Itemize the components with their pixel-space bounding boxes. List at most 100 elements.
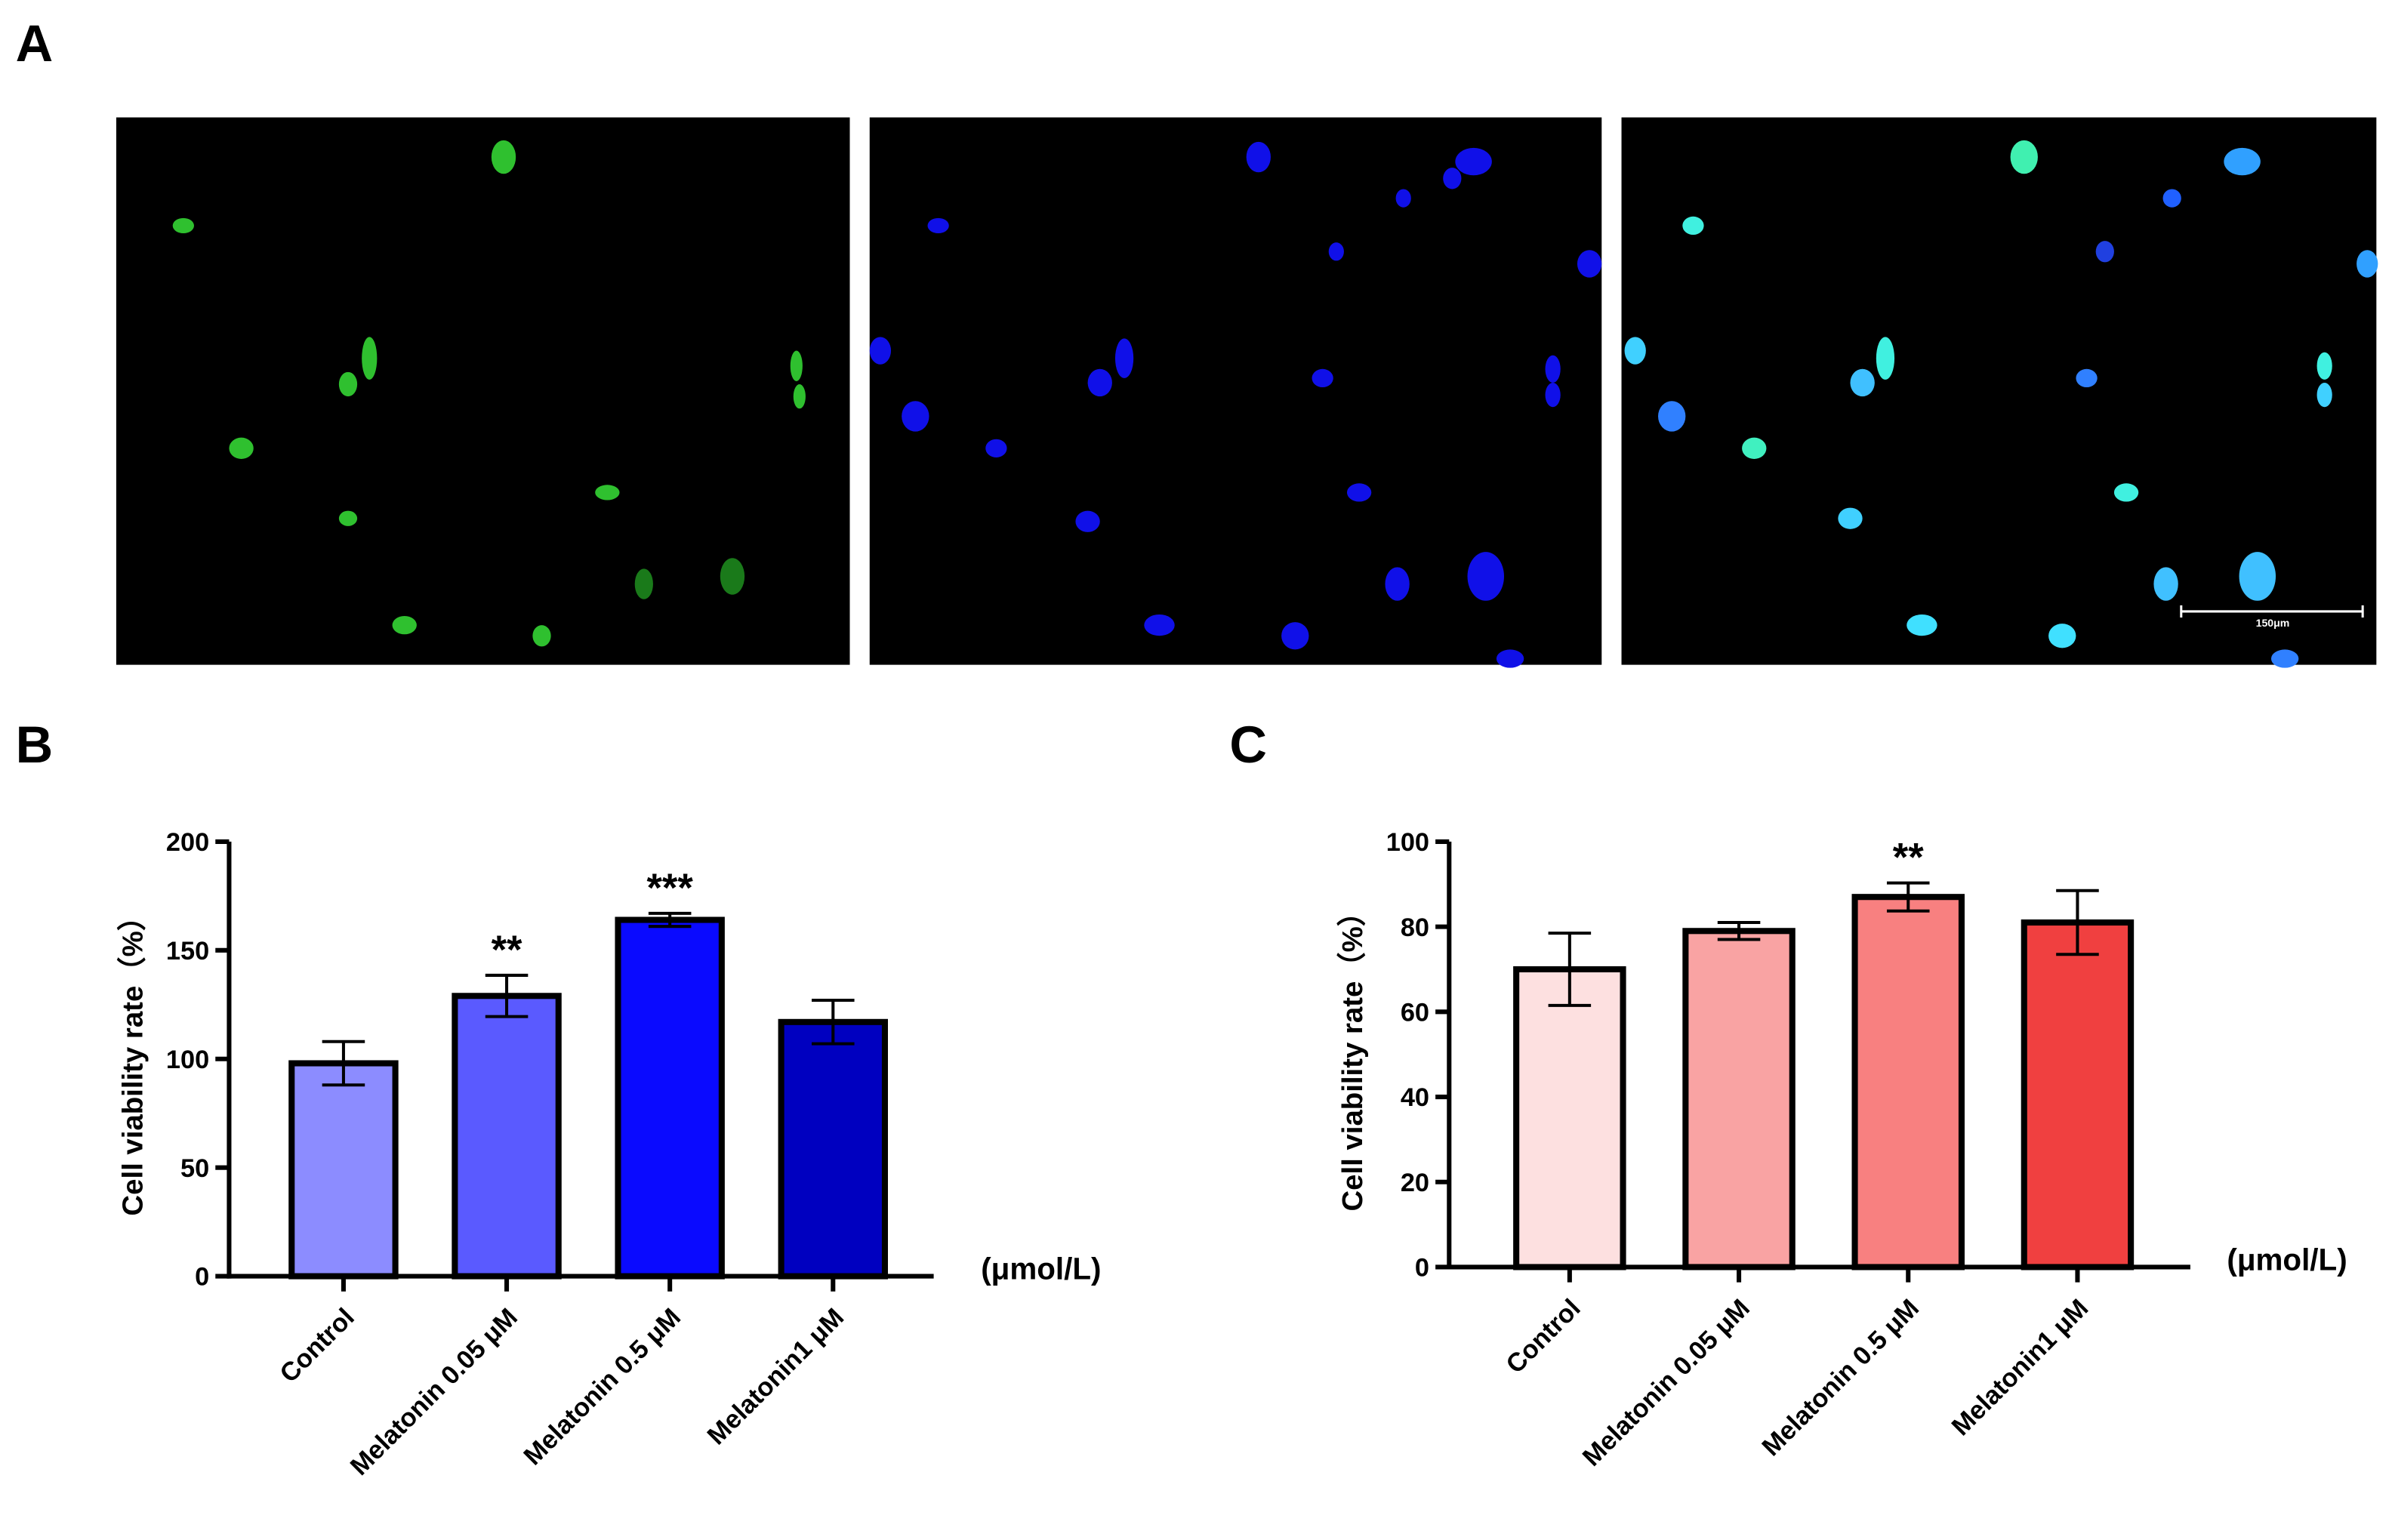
nucleus [927,217,949,234]
cell [2239,552,2276,601]
nucleus [1545,382,1561,408]
nucleus [1246,141,1271,173]
nucleus [1087,368,1112,397]
cell [338,510,358,526]
cell [634,568,653,599]
bar-chart: 0 20 40 60 80 100 Cell viability rate（%） (μmol/… [1336,828,2347,1472]
nucleus [1346,483,1372,502]
cell [2076,368,2098,388]
nucleus [1075,510,1100,532]
panel-label: A [16,14,54,72]
y-tick-label: 100 [1386,828,1429,857]
y-tick-label: 100 [166,1046,209,1074]
nuclei [869,141,1602,668]
y-tick-label: 20 [1401,1169,1429,1197]
cell [1624,337,1646,365]
micrograph-green [116,117,850,665]
y-tick-label: 0 [195,1263,209,1292]
bar [2021,919,2135,1270]
error-bar [812,999,855,1046]
x-tick-label: Melatonin 0.05 μM [1577,1294,1755,1472]
nucleus [1281,622,1309,650]
cell [2316,382,2332,408]
nucleus [1467,552,1504,601]
bar [778,1018,889,1280]
cell [1838,507,1863,529]
error-bar [1717,920,1761,941]
bar [1851,894,1965,1270]
bar [452,993,562,1280]
cell [2162,189,2181,208]
error-bar [322,1040,365,1087]
cells [1624,140,2378,668]
cell [1682,216,1704,236]
nucleus [1443,168,1462,189]
nucleus [1455,147,1492,176]
cell [2316,352,2332,380]
cell [790,350,803,381]
bar [1682,928,1796,1270]
micrograph-blue [869,117,1602,668]
cell [2095,241,2114,263]
panel-label: B [16,716,54,774]
error-bar [648,911,692,929]
cell [491,140,516,174]
cell [1742,437,1767,459]
cells [172,140,806,647]
x-tick-label: Melatonin 0.5 μM [519,1303,686,1471]
y-tick-label: 40 [1401,1083,1429,1112]
cell [595,485,620,500]
bar [615,916,725,1280]
y-tick-label: 60 [1401,998,1429,1027]
error-bar [1548,932,1592,1007]
y-tick-label: 150 [166,937,209,966]
cell [1876,337,1895,380]
x-tick-label: Melatonin1 μM [702,1303,849,1450]
cell [720,558,745,595]
cell [1850,368,1875,397]
nucleus [1496,649,1524,668]
cell [1907,614,1937,636]
x-tick-label: Melatonin 0.05 μM [345,1303,523,1481]
nucleus [1328,242,1344,261]
x-tick-label: Melatonin1 μM [1947,1294,2094,1441]
significance-label: *** [647,866,694,910]
nucleus [869,337,892,365]
unit-label: (μmol/L) [2227,1242,2347,1277]
cell [2113,483,2139,502]
bar [288,1060,399,1280]
cell [532,625,551,647]
y-axis-title: Cell viability rate（%） [1336,898,1369,1212]
bar [1513,966,1626,1270]
cell [2357,250,2378,278]
scale-bar-label: 150μm [2256,617,2290,629]
cell [392,616,417,635]
y-axis-title: Cell viability rate（%） [116,902,149,1216]
significance-label: ** [492,928,522,972]
cell [2048,624,2076,648]
cell [229,437,254,459]
nucleus [1577,250,1602,278]
cell [2153,567,2178,601]
x-tick-label: Melatonin 0.5 μM [1757,1294,1925,1461]
nucleus [902,401,929,432]
cell [2010,140,2038,174]
nucleus [985,439,1007,457]
nucleus [1545,355,1561,383]
error-bar [485,973,529,1018]
x-tick-label: Control [1501,1294,1586,1379]
micrograph-merge: 150μm [1621,117,2378,668]
cell [172,217,194,234]
cell [338,371,358,397]
nucleus [1114,338,1134,378]
unit-label: (μmol/L) [981,1252,1101,1286]
bar-chart: 0 50 100 150 200 Cell viability rate（%） (μmol/… [116,828,1101,1481]
cell [2224,147,2261,176]
y-tick-label: 0 [1415,1254,1429,1283]
y-tick-label: 50 [180,1154,209,1183]
significance-label: ** [1893,835,1924,879]
nucleus [1312,368,1333,388]
